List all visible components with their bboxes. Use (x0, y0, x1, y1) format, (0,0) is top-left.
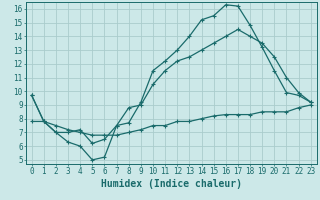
X-axis label: Humidex (Indice chaleur): Humidex (Indice chaleur) (101, 179, 242, 189)
